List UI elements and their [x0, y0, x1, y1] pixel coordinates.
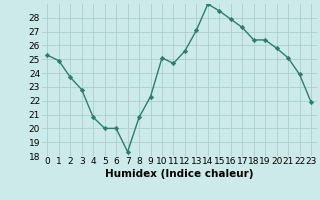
X-axis label: Humidex (Indice chaleur): Humidex (Indice chaleur)	[105, 169, 253, 179]
